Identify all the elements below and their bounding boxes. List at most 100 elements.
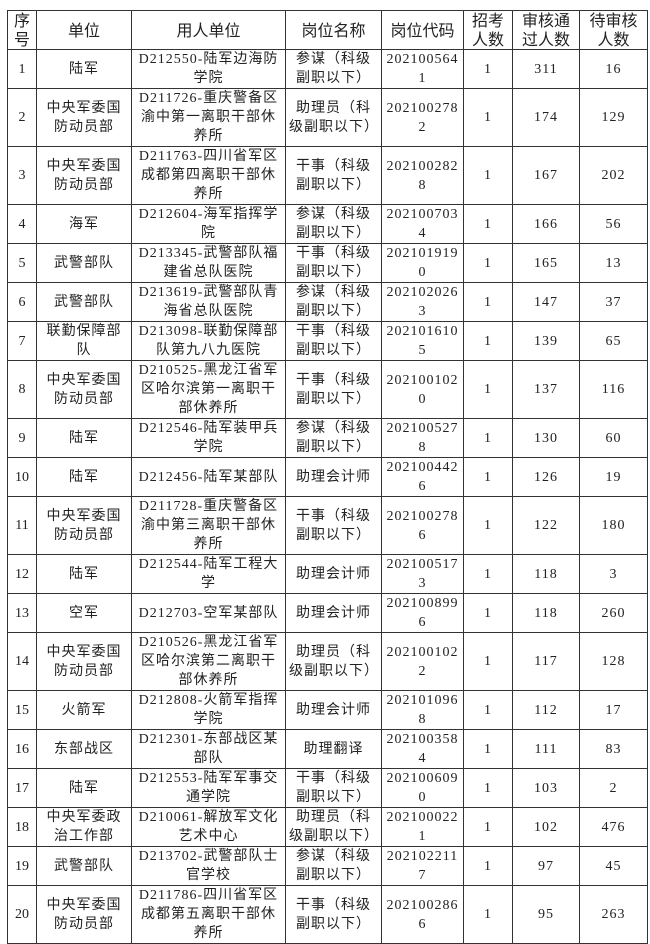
cell-unit: 海军 (36, 204, 132, 244)
cell-position-name: 助理员（科级副职以下） (285, 632, 382, 691)
cell-index: 20 (7, 885, 37, 944)
cell-position-name: 干事（科级副职以下） (285, 768, 382, 808)
cell-quota: 1 (463, 146, 513, 205)
cell-pending-count: 13 (579, 243, 648, 283)
cell-index: 9 (7, 418, 37, 458)
cell-quota: 1 (463, 885, 513, 944)
cell-employer: D213702-武警部队士官学校 (131, 846, 286, 886)
cell-unit: 中央军委国防动员部 (36, 146, 132, 205)
cell-approved-count: 118 (512, 554, 580, 594)
cell-position-code: 2021003584 (381, 729, 464, 769)
table-row: 6 武警部队 D213619-武警部队青海省总队医院 参谋（科级副职以下） 202102… (7, 282, 648, 322)
table-row: 7 联勤保障部队 D213098-联勤保障部队第九八九医院 干事（科级副职以下） 202… (7, 321, 648, 361)
cell-position-code: 2021001022 (381, 632, 464, 691)
column-header-position-name: 岗位名称 (285, 10, 382, 50)
cell-approved-count: 118 (512, 593, 580, 633)
cell-position-name: 参谋（科级副职以下） (285, 282, 382, 322)
cell-position-code: 2021002786 (381, 496, 464, 555)
cell-pending-count: 128 (579, 632, 648, 691)
cell-position-name: 干事（科级副职以下） (285, 496, 382, 555)
cell-index: 1 (7, 49, 37, 89)
cell-employer: D212456-陆军某部队 (131, 457, 286, 497)
cell-quota: 1 (463, 729, 513, 769)
cell-index: 14 (7, 632, 37, 691)
cell-position-code: 2021008996 (381, 593, 464, 633)
cell-unit: 中央军委政治工作部 (36, 807, 132, 847)
cell-pending-count: 129 (579, 88, 648, 147)
cell-pending-count: 83 (579, 729, 648, 769)
table-row: 19 武警部队 D213702-武警部队士官学校 参谋（科级副职以下） 20210221… (7, 846, 648, 886)
cell-index: 19 (7, 846, 37, 886)
cell-employer: D213345-武警部队福建省总队医院 (131, 243, 286, 283)
cell-position-name: 干事（科级副职以下） (285, 885, 382, 944)
table-row: 8 中央军委国防动员部 D210525-黑龙江省军区哈尔滨第一离职干部休养所 干事（科… (7, 360, 648, 419)
cell-quota: 1 (463, 457, 513, 497)
cell-employer: D213619-武警部队青海省总队医院 (131, 282, 286, 322)
cell-unit: 陆军 (36, 768, 132, 808)
cell-position-code: 2021005173 (381, 554, 464, 594)
cell-approved-count: 97 (512, 846, 580, 886)
cell-position-code: 2021000221 (381, 807, 464, 847)
cell-unit: 武警部队 (36, 846, 132, 886)
cell-pending-count: 476 (579, 807, 648, 847)
cell-unit: 陆军 (36, 457, 132, 497)
cell-pending-count: 37 (579, 282, 648, 322)
cell-unit: 联勤保障部队 (36, 321, 132, 361)
cell-quota: 1 (463, 204, 513, 244)
cell-position-code: 2021016105 (381, 321, 464, 361)
table-row: 4 海军 D212604-海军指挥学院 参谋（科级副职以下） 2021007034 1 16… (7, 204, 648, 244)
cell-employer: D210526-黑龙江省军区哈尔滨第二离职干部休养所 (131, 632, 286, 691)
table-row: 3 中央军委国防动员部 D211763-四川省军区成都第四离职干部休养所 干事（科级副… (7, 146, 648, 205)
cell-quota: 1 (463, 49, 513, 89)
cell-position-code: 2021005641 (381, 49, 464, 89)
table-row: 17 陆军 D212553-陆军军事交通学院 干事（科级副职以下） 2021006090… (7, 768, 648, 808)
cell-approved-count: 311 (512, 49, 580, 89)
cell-quota: 1 (463, 496, 513, 555)
cell-pending-count: 60 (579, 418, 648, 458)
cell-pending-count: 45 (579, 846, 648, 886)
table-row: 14 中央军委国防动员部 D210526-黑龙江省军区哈尔滨第二离职干部休养所 助理员… (7, 632, 648, 691)
cell-unit: 中央军委国防动员部 (36, 632, 132, 691)
cell-quota: 1 (463, 360, 513, 419)
cell-quota: 1 (463, 632, 513, 691)
cell-pending-count: 65 (579, 321, 648, 361)
cell-quota: 1 (463, 88, 513, 147)
cell-approved-count: 112 (512, 690, 580, 730)
cell-quota: 1 (463, 690, 513, 730)
cell-position-name: 助理翻译 (285, 729, 382, 769)
table-row: 5 武警部队 D213345-武警部队福建省总队医院 干事（科级副职以下） 202101… (7, 243, 648, 283)
cell-index: 18 (7, 807, 37, 847)
cell-position-name: 参谋（科级副职以下） (285, 846, 382, 886)
cell-approved-count: 165 (512, 243, 580, 283)
cell-position-name: 助理员（科级副职以下） (285, 807, 382, 847)
cell-approved-count: 117 (512, 632, 580, 691)
cell-employer: D213098-联勤保障部队第九八九医院 (131, 321, 286, 361)
table-row: 20 中央军委国防动员部 D211786-四川省军区成都第五离职干部休养所 干事（科级… (7, 885, 648, 944)
cell-quota: 1 (463, 593, 513, 633)
cell-approved-count: 137 (512, 360, 580, 419)
cell-employer: D211786-四川省军区成都第五离职干部休养所 (131, 885, 286, 944)
table-row: 9 陆军 D212546-陆军装甲兵学院 参谋（科级副职以下） 2021005278 1 1… (7, 418, 648, 458)
cell-employer: D211728-重庆警备区渝中第三离职干部休养所 (131, 496, 286, 555)
cell-pending-count: 2 (579, 768, 648, 808)
cell-approved-count: 147 (512, 282, 580, 322)
cell-approved-count: 122 (512, 496, 580, 555)
cell-position-name: 助理会计师 (285, 457, 382, 497)
column-header-quota: 招考人数 (463, 10, 513, 50)
table-row: 15 火箭军 D212808-火箭军指挥学院 助理会计师 2021010968 1 112 1… (7, 690, 648, 730)
cell-index: 10 (7, 457, 37, 497)
cell-quota: 1 (463, 768, 513, 808)
cell-employer: D212544-陆军工程大学 (131, 554, 286, 594)
cell-position-code: 2021010968 (381, 690, 464, 730)
cell-employer: D211726-重庆警备区渝中第一离职干部休养所 (131, 88, 286, 147)
cell-quota: 1 (463, 807, 513, 847)
cell-unit: 武警部队 (36, 282, 132, 322)
cell-index: 12 (7, 554, 37, 594)
cell-unit: 中央军委国防动员部 (36, 360, 132, 419)
cell-approved-count: 102 (512, 807, 580, 847)
cell-employer: D212604-海军指挥学院 (131, 204, 286, 244)
column-header-unit: 单位 (36, 10, 132, 50)
cell-index: 11 (7, 496, 37, 555)
cell-pending-count: 116 (579, 360, 648, 419)
cell-approved-count: 95 (512, 885, 580, 944)
